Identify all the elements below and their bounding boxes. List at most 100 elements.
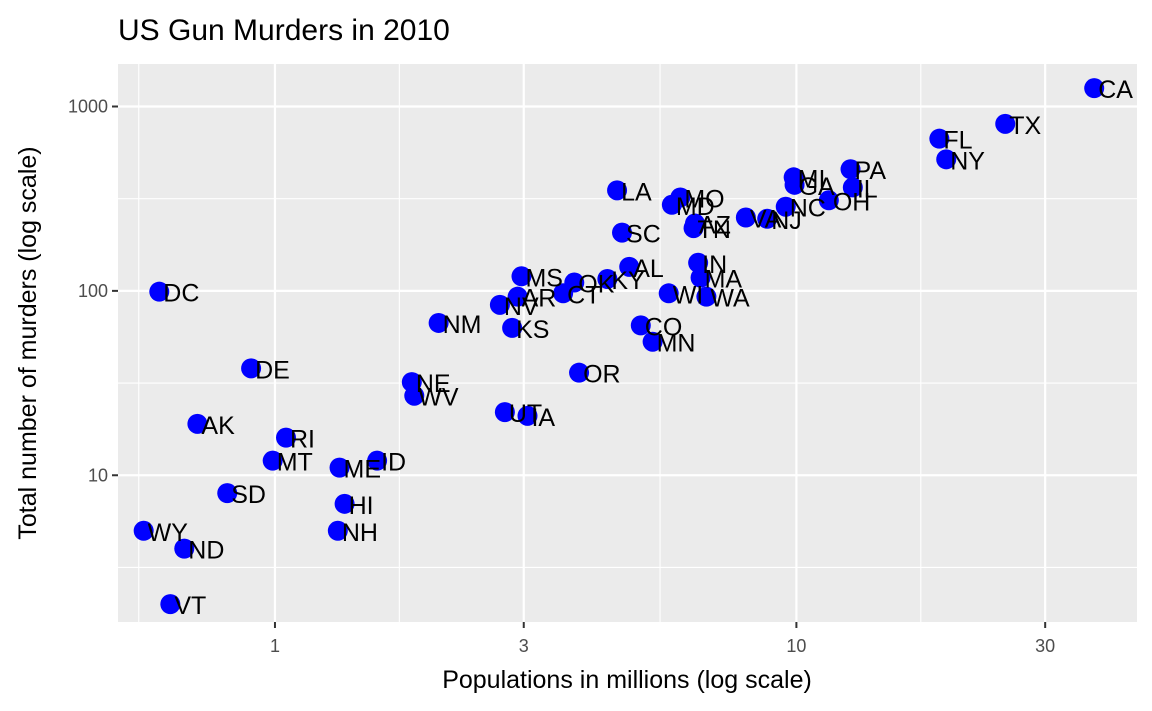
- data-point: [995, 113, 1016, 134]
- data-point: [630, 315, 651, 336]
- data-point-label: PA: [855, 157, 887, 185]
- data-point: [757, 208, 778, 229]
- data-point-label: RI: [290, 426, 315, 454]
- data-point: [174, 538, 195, 559]
- data-point: [696, 286, 717, 307]
- data-point: [404, 385, 425, 406]
- data-point-label: AZ: [699, 211, 731, 239]
- data-point-label: WA: [710, 285, 750, 313]
- data-point-label: NJ: [771, 207, 802, 235]
- data-point: [670, 187, 691, 208]
- data-point-label: ND: [188, 537, 224, 565]
- data-point: [334, 493, 355, 514]
- data-point-label: MA: [705, 266, 743, 294]
- data-point: [690, 267, 711, 288]
- data-point-label: SD: [231, 481, 266, 509]
- x-tick-label: 3: [519, 636, 529, 656]
- data-point-label: ME: [344, 456, 382, 484]
- data-point-label: OH: [833, 188, 871, 216]
- data-point-label: IL: [857, 175, 878, 203]
- data-point-label: MI: [798, 165, 826, 193]
- data-point-label: GA: [799, 173, 835, 201]
- y-axis-title: Total number of murders (log scale): [14, 146, 42, 539]
- data-point: [658, 283, 679, 304]
- data-point: [149, 281, 170, 302]
- data-point: [517, 405, 538, 426]
- data-point-label: NE: [416, 370, 451, 398]
- data-point: [783, 167, 804, 188]
- y-tick-label: 10: [88, 465, 108, 485]
- data-point: [569, 362, 590, 383]
- data-point: [1084, 78, 1105, 99]
- data-point: [367, 450, 388, 471]
- data-point-label: KS: [516, 316, 549, 344]
- data-point-label: NH: [342, 519, 378, 547]
- data-point: [735, 207, 756, 228]
- data-point-label: AK: [201, 412, 235, 440]
- data-point: [564, 272, 585, 293]
- data-point: [187, 413, 208, 434]
- data-point-label: WV: [418, 384, 459, 412]
- data-point-label: CT: [567, 281, 600, 309]
- data-point-label: NM: [443, 311, 482, 339]
- data-point-label: AR: [522, 285, 557, 313]
- data-point-label: KY: [611, 267, 645, 295]
- data-point: [597, 268, 618, 289]
- data-point-label: NY: [950, 147, 985, 175]
- data-point-label: VT: [174, 592, 206, 620]
- data-point-label: AL: [633, 255, 664, 283]
- data-point: [511, 266, 532, 287]
- data-point-label: TN: [698, 216, 731, 244]
- data-point: [842, 177, 863, 198]
- data-point-label: CO: [645, 313, 683, 341]
- data-point: [428, 312, 449, 333]
- data-point-label: MT: [277, 449, 313, 477]
- chart-title: US Gun Murders in 2010: [118, 14, 450, 47]
- data-point: [489, 294, 510, 315]
- data-point-label: NV: [504, 293, 539, 321]
- data-point: [329, 457, 350, 478]
- data-point: [818, 190, 839, 211]
- data-point: [619, 256, 640, 277]
- major-gridlines: [118, 64, 1137, 622]
- data-point: [507, 286, 528, 307]
- data-point-label: WI: [673, 281, 704, 309]
- data-point-label: DC: [163, 280, 199, 308]
- data-point-label: CA: [1098, 76, 1133, 104]
- data-point: [840, 159, 861, 180]
- data-point-label: OR: [583, 361, 621, 389]
- data-point: [494, 402, 515, 423]
- data-point: [683, 218, 704, 239]
- data-point: [276, 427, 297, 448]
- data-point: [612, 222, 633, 243]
- data-point-label: TX: [1009, 112, 1041, 140]
- data-point-label: LA: [621, 178, 652, 206]
- x-tick-label: 30: [1035, 636, 1055, 656]
- y-tick-label: 100: [78, 281, 108, 301]
- data-points: [133, 78, 1105, 615]
- data-point: [936, 149, 957, 170]
- data-point-label: IA: [531, 404, 555, 432]
- data-point: [241, 358, 262, 379]
- data-point-label: SC: [626, 221, 661, 249]
- data-point: [502, 317, 523, 338]
- data-point-label: ID: [381, 449, 406, 477]
- data-point: [217, 483, 238, 504]
- data-point: [262, 450, 283, 471]
- data-point-label: OK: [578, 271, 614, 299]
- x-tick-label: 10: [786, 636, 806, 656]
- y-tick-label: 1000: [68, 96, 108, 116]
- data-point: [133, 520, 154, 541]
- y-axis-ticks: 10 100 1000: [68, 96, 118, 485]
- data-point-label: HI: [349, 492, 374, 520]
- data-point: [327, 520, 348, 541]
- data-point-label: FL: [943, 127, 972, 155]
- data-point-label: UT: [509, 400, 542, 428]
- data-point-label: DE: [255, 356, 290, 384]
- data-point: [688, 252, 709, 273]
- data-point: [775, 196, 796, 217]
- data-point-label: VA: [750, 205, 782, 233]
- data-point: [929, 128, 950, 149]
